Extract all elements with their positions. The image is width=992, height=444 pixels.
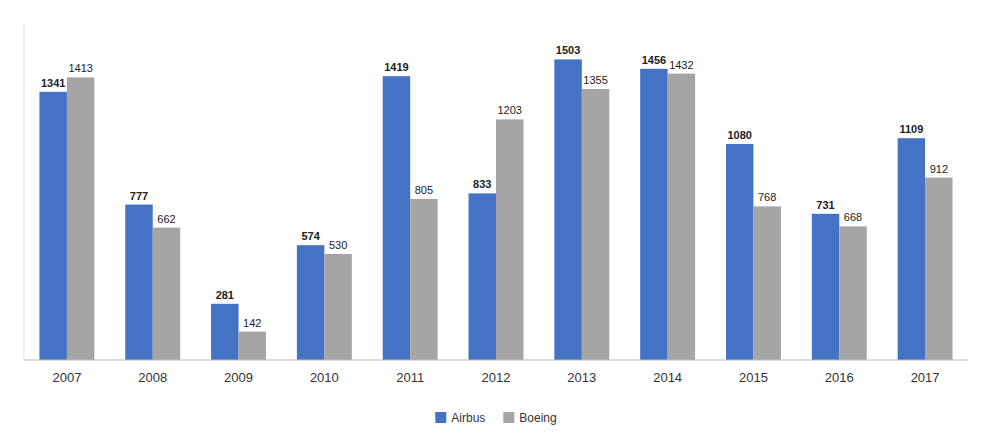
bars: [39, 59, 952, 360]
legend-label: Boeing: [519, 411, 556, 425]
x-tick-label: 2008: [138, 370, 167, 385]
x-tick-label: 2017: [911, 370, 940, 385]
data-label: 1419: [384, 61, 408, 73]
chart-svg: 1341 777 281 574 1419 833 1503 1456 1080 731 1109 1…: [0, 0, 992, 444]
data-label: 1432: [669, 59, 693, 71]
data-label: 574: [301, 230, 320, 242]
legend-label: Airbus: [451, 411, 485, 425]
bar: [925, 178, 952, 360]
x-tick-label: 2010: [310, 370, 339, 385]
bar: [554, 59, 581, 360]
bar: [410, 199, 437, 360]
bar: [839, 226, 866, 360]
chart-container: 1341 777 281 574 1419 833 1503 1456 1080 731 1109 1…: [0, 0, 992, 444]
bar: [125, 205, 152, 360]
bar: [39, 92, 66, 360]
x-tick-labels: 2007 2008 2009 2010 2011 2012 2013 2014 2015 2016…: [52, 370, 939, 385]
bar: [726, 144, 753, 360]
data-label: 912: [930, 163, 948, 175]
x-tick-label: 2013: [567, 370, 596, 385]
legend: Airbus Boeing: [435, 411, 556, 425]
data-label: 1341: [41, 77, 65, 89]
bar: [239, 332, 266, 360]
data-label: 1203: [497, 104, 521, 116]
x-tick-label: 2016: [825, 370, 854, 385]
bar: [582, 89, 609, 360]
data-label: 1456: [642, 54, 666, 66]
data-label: 142: [243, 317, 261, 329]
bar: [153, 228, 180, 360]
data-label: 668: [844, 211, 862, 223]
data-label: 1109: [899, 123, 923, 135]
x-tick-label: 2007: [52, 370, 81, 385]
legend-swatch: [503, 412, 514, 423]
bar: [324, 254, 351, 360]
x-tick-label: 2011: [396, 370, 424, 385]
data-label: 1413: [68, 62, 92, 74]
bar: [67, 77, 94, 360]
x-tick-label: 2014: [653, 370, 682, 385]
x-tick-label: 2012: [482, 370, 511, 385]
bar: [469, 193, 496, 360]
data-label: 768: [758, 191, 776, 203]
bar: [297, 245, 324, 360]
legend-item: Boeing: [503, 411, 556, 425]
data-label: 1355: [583, 74, 607, 86]
legend-swatch: [435, 412, 446, 423]
data-label: 530: [329, 239, 347, 251]
bar: [640, 69, 667, 360]
data-label: 805: [415, 184, 433, 196]
y-axis-line: [24, 24, 25, 360]
data-label: 1503: [556, 44, 580, 56]
data-label: 731: [816, 199, 834, 211]
data-label: 833: [473, 178, 491, 190]
x-axis-line: [24, 360, 968, 361]
data-label: 281: [216, 289, 234, 301]
data-label: 777: [130, 190, 148, 202]
bar: [812, 214, 839, 360]
bar: [753, 206, 780, 360]
plot-area: [24, 24, 953, 360]
x-tick-label: 2015: [739, 370, 768, 385]
bar: [496, 119, 523, 360]
data-label: 1080: [727, 129, 751, 141]
bar: [211, 304, 238, 360]
x-tick-label: 2009: [224, 370, 253, 385]
bar: [668, 74, 695, 360]
data-label: 662: [157, 213, 175, 225]
bar: [898, 138, 925, 360]
legend-item: Airbus: [435, 411, 485, 425]
bar: [383, 76, 410, 360]
data-labels: 1341 777 281 574 1419 833 1503 1456 1080 731 1109 1…: [41, 44, 948, 328]
